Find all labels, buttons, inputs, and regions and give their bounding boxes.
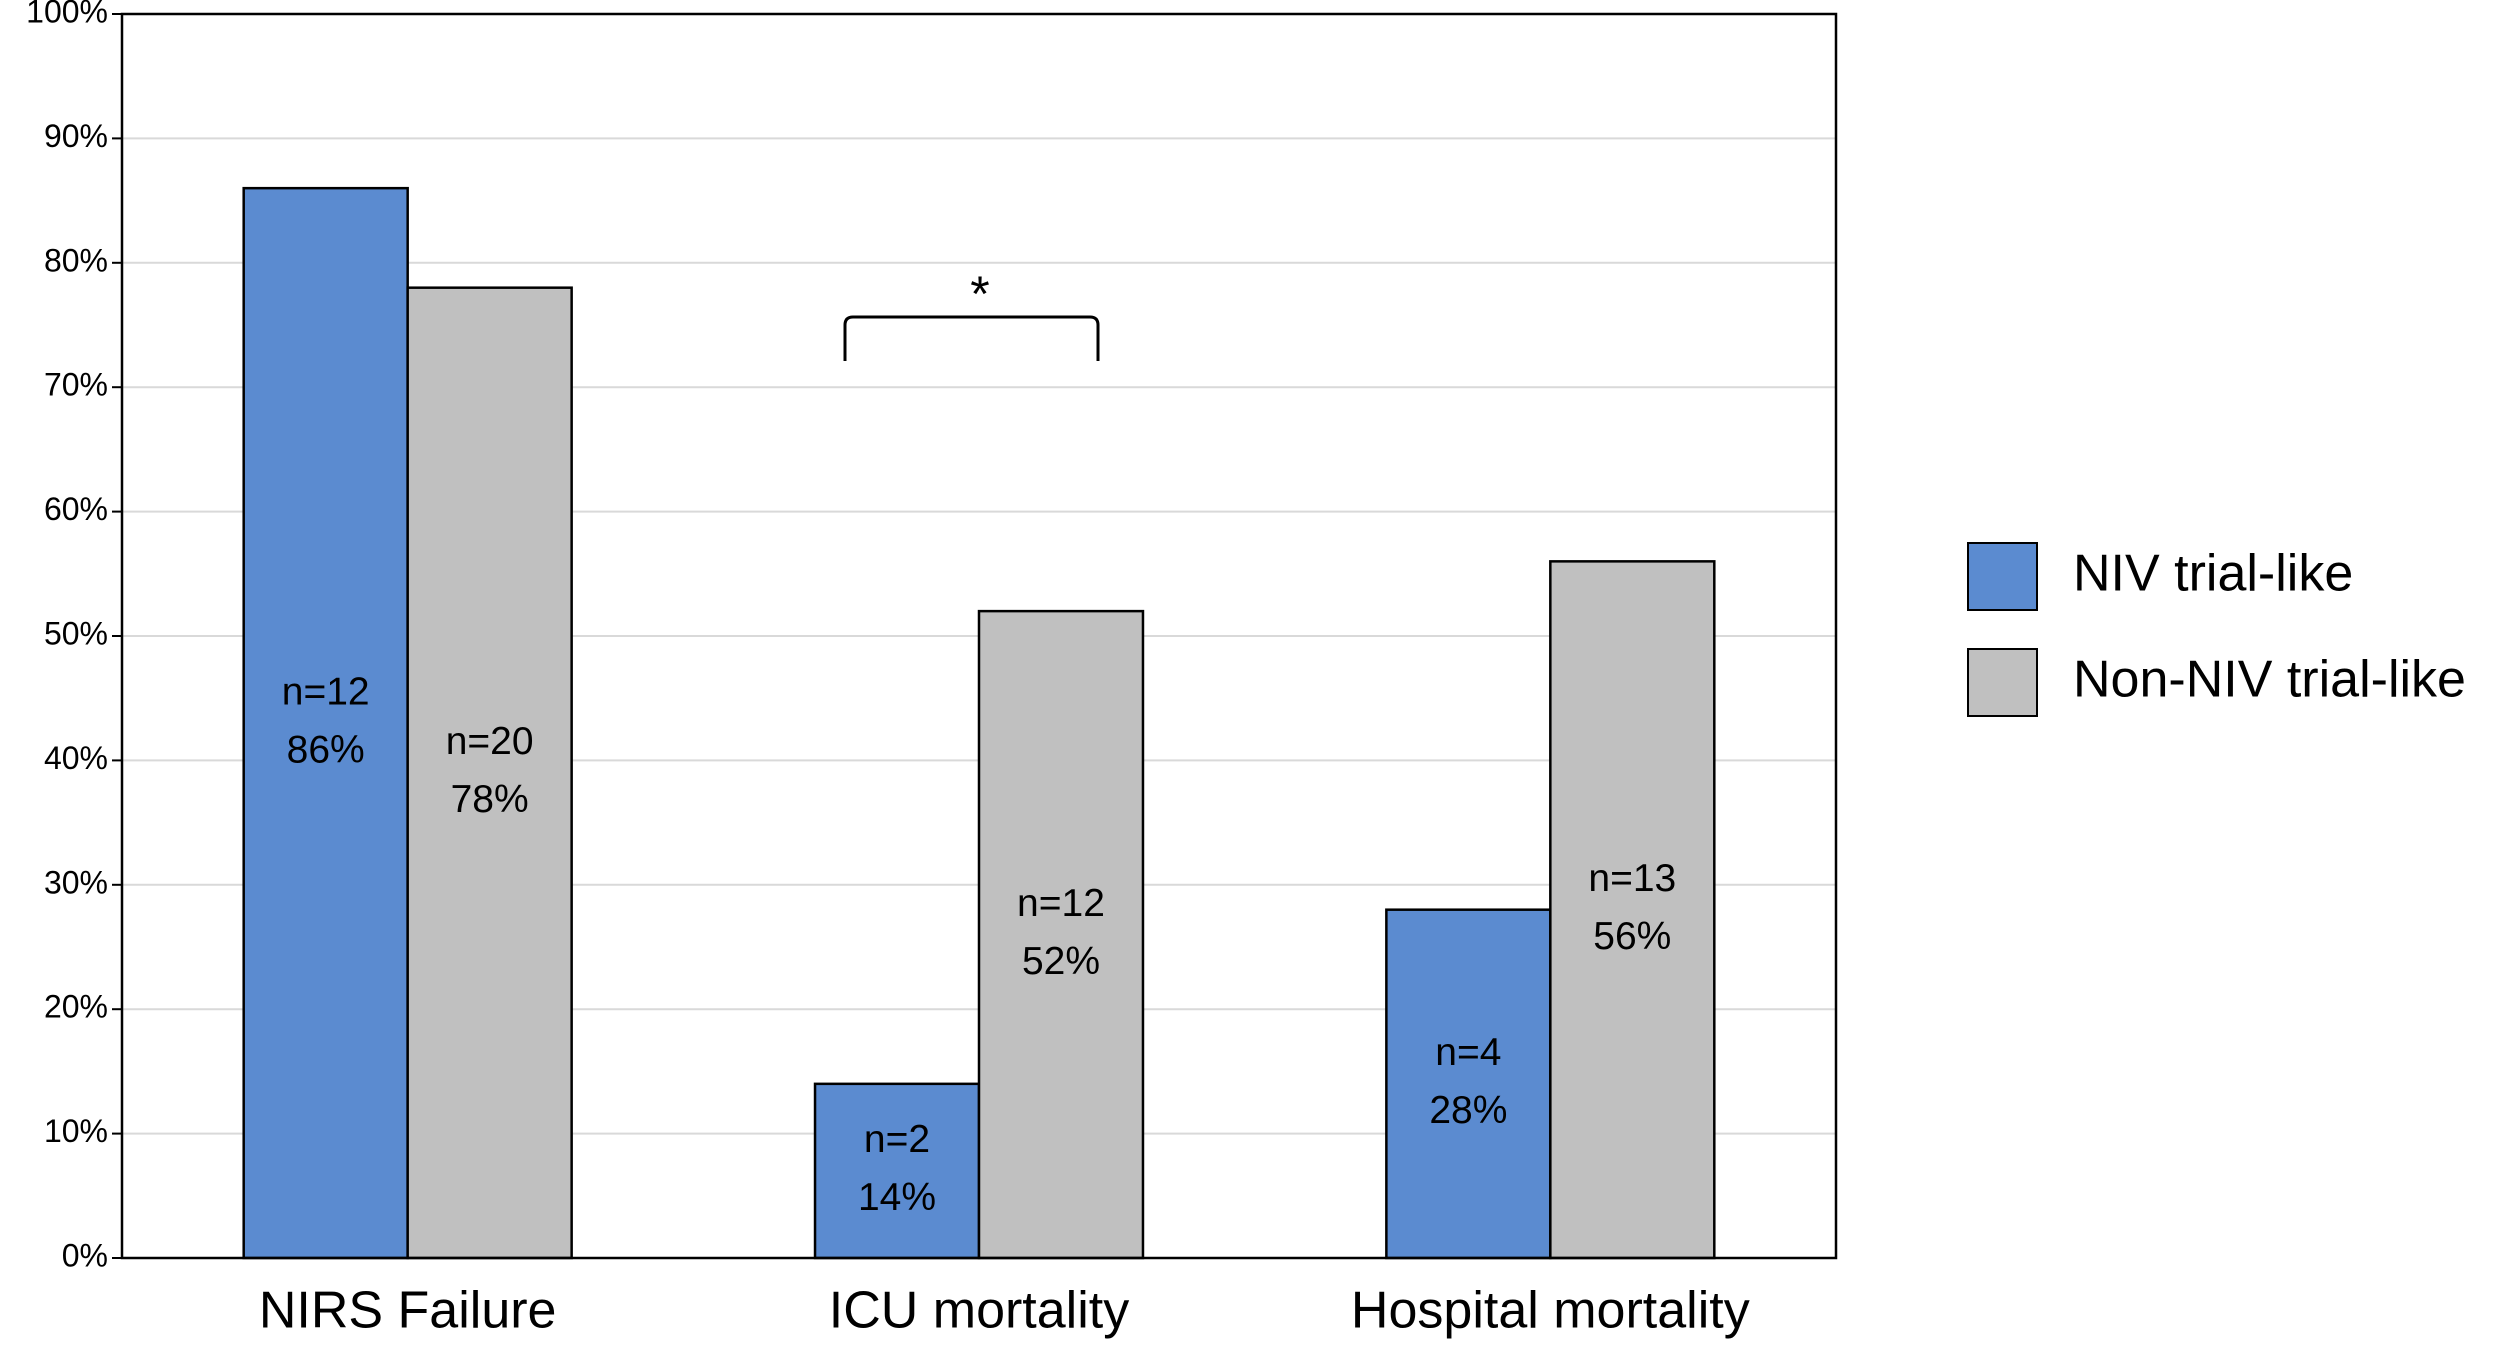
y-tick-label: 10% <box>44 1113 108 1149</box>
value-label: 14% <box>858 1176 936 1219</box>
value-label: 28% <box>1429 1089 1507 1132</box>
count-label: n=2 <box>864 1118 930 1161</box>
x-tick-label: Hospital mortality <box>1351 1282 1750 1340</box>
legend-swatch <box>1967 542 2038 611</box>
y-tick-label: 80% <box>44 242 108 278</box>
x-tick-label: ICU mortality <box>829 1282 1129 1340</box>
plot-frame <box>120 12 1838 1260</box>
bar <box>977 609 1145 1260</box>
legend-swatch <box>1967 648 2038 717</box>
y-tick-label: 70% <box>44 367 108 403</box>
x-tick-label: NIRS Failure <box>259 1282 557 1340</box>
y-tick-label: 30% <box>44 864 108 900</box>
y-tick-label: 100% <box>26 0 108 29</box>
y-tick-label: 90% <box>44 118 108 154</box>
bar <box>406 286 573 1260</box>
significance-bracket <box>843 315 1100 361</box>
y-tick-label: 50% <box>44 615 108 651</box>
legend-label: Non-NIV trial-like <box>2073 651 2466 709</box>
value-label: 78% <box>451 778 529 821</box>
y-tick-label: 20% <box>44 989 108 1025</box>
annotation: * <box>970 266 989 322</box>
y-tick-label: 60% <box>44 491 108 527</box>
value-label: 56% <box>1593 915 1671 958</box>
bar <box>242 186 409 1260</box>
count-label: n=12 <box>1017 882 1105 925</box>
bar <box>1385 908 1552 1260</box>
count-label: n=4 <box>1435 1031 1501 1074</box>
legend-label: NIV trial-like <box>2073 545 2353 603</box>
count-label: n=13 <box>1588 857 1676 900</box>
y-tick-label: 0% <box>62 1237 108 1273</box>
bar <box>1549 560 1716 1260</box>
count-label: n=12 <box>282 670 370 713</box>
value-label: 52% <box>1022 940 1100 983</box>
y-tick-label: 40% <box>44 740 108 776</box>
value-label: 86% <box>287 728 365 771</box>
count-label: n=20 <box>446 720 534 763</box>
bar <box>813 1082 981 1260</box>
